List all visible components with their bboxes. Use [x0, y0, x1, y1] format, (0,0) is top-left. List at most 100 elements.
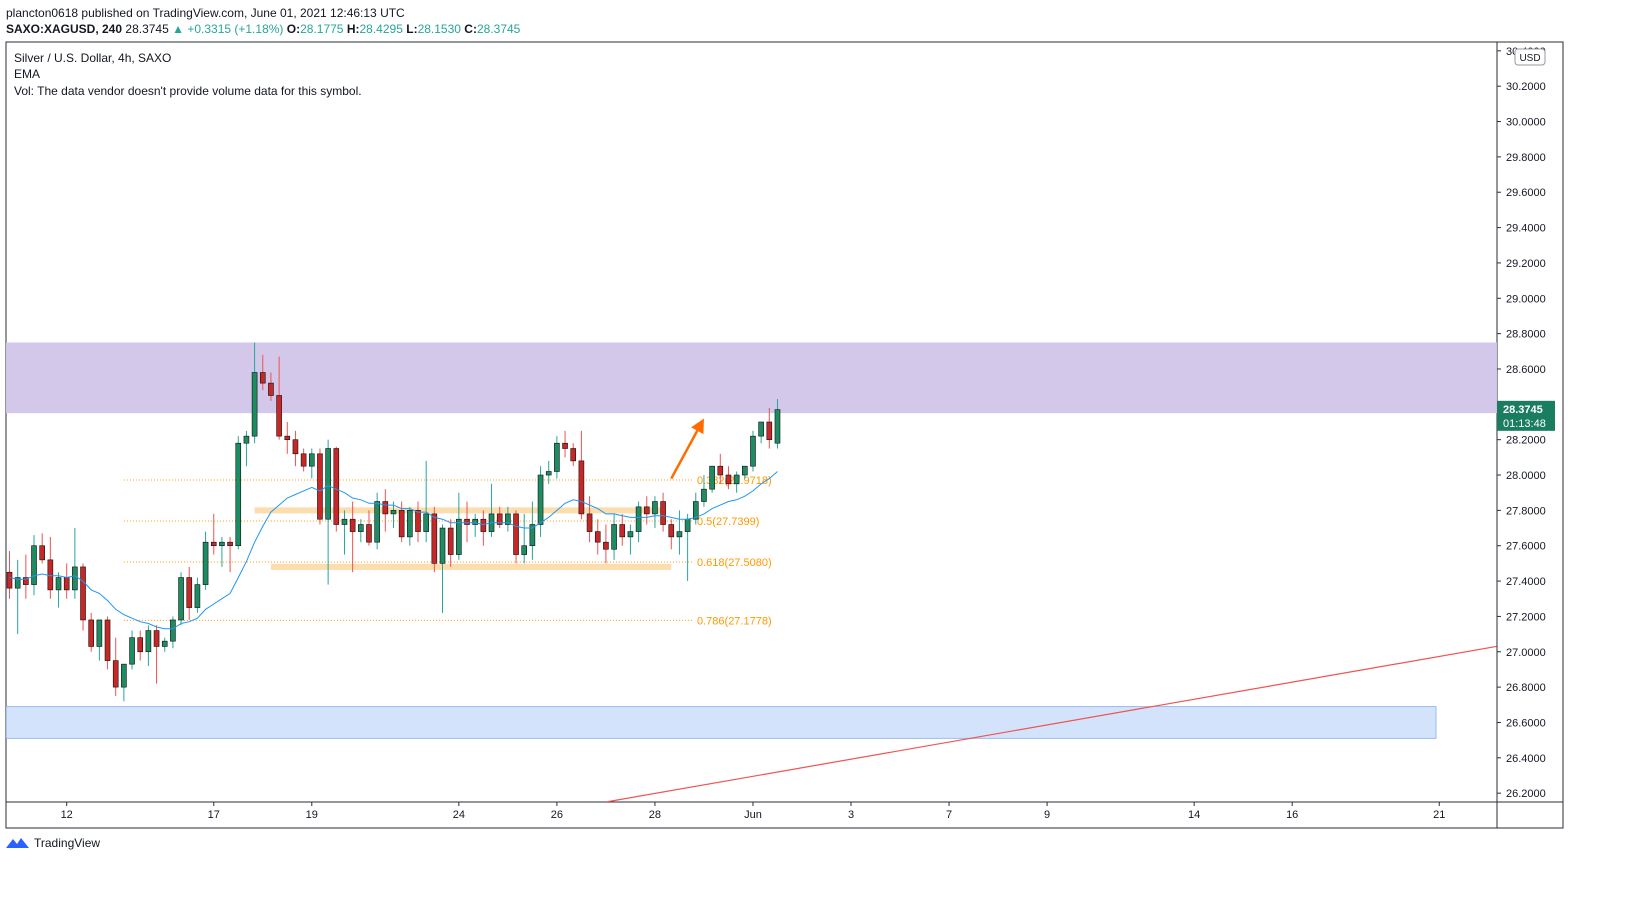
y-tick-label: 28.0000 — [1506, 470, 1546, 482]
candle-body — [259, 372, 266, 384]
legend-ema[interactable]: EMA — [14, 67, 41, 81]
close-value: 28.3745 — [476, 22, 521, 36]
footer-brand[interactable]: TradingView — [6, 836, 100, 850]
candle-body — [47, 559, 54, 591]
candle-body — [529, 524, 536, 547]
candle-body — [562, 442, 568, 449]
open-label: O: — [286, 22, 301, 36]
candle-body — [684, 518, 691, 532]
candle-body — [603, 541, 609, 550]
candle-body — [725, 474, 732, 485]
candle-body — [578, 460, 585, 515]
candle-body — [472, 518, 478, 525]
candle-body — [668, 524, 675, 538]
candle-body — [513, 513, 519, 555]
y-tick-label: 26.8000 — [1506, 682, 1546, 694]
x-tick-label: 21 — [1433, 809, 1445, 821]
candle-body — [521, 545, 528, 555]
candle-body — [643, 506, 650, 515]
candle-body — [758, 421, 764, 437]
candle-body — [96, 619, 103, 647]
ohlc-line: SAXO:XAGUSD, 240 28.3745 ▲ +0.3315 (+1.1… — [6, 22, 520, 36]
y-tick-label: 27.4000 — [1506, 576, 1546, 588]
support-zone — [6, 706, 1437, 739]
x-tick-label: 3 — [848, 809, 854, 821]
candle-body — [619, 524, 626, 538]
candle-body — [464, 518, 470, 525]
plot-area: 0.382(27.9718)0.5(27.7399)0.618(27.5080)… — [6, 342, 1497, 802]
candle-body — [186, 577, 193, 608]
close-label: C: — [464, 22, 477, 36]
candle-body — [292, 439, 299, 455]
candle-body — [480, 518, 487, 532]
candle-body — [243, 435, 250, 444]
candle-body — [586, 513, 593, 532]
y-tick-label: 28.2000 — [1506, 435, 1546, 447]
candle-body — [80, 566, 86, 621]
x-tick-label: 24 — [453, 809, 465, 821]
low-value: 28.1530 — [417, 22, 461, 36]
y-tick-label: 29.4000 — [1506, 223, 1546, 235]
arrow-shaft — [670, 430, 699, 480]
candle-body — [178, 577, 184, 621]
y-tick-label: 27.6000 — [1506, 541, 1546, 553]
y-tick-label: 27.0000 — [1506, 647, 1546, 659]
candle-body — [341, 518, 348, 525]
candle-body — [145, 630, 152, 653]
y-tick-label: 30.0000 — [1506, 117, 1546, 129]
candle-body — [333, 448, 340, 525]
ema-line — [9, 471, 778, 630]
y-tick-label: 29.8000 — [1506, 152, 1546, 164]
chart-frame — [5, 41, 1564, 829]
candle-body — [439, 527, 446, 564]
candle-body — [505, 513, 511, 525]
open-value: 28.1775 — [300, 22, 344, 36]
candle-body — [349, 518, 356, 532]
candle-body — [325, 448, 331, 520]
candle-body — [774, 409, 781, 444]
y-tick-label: 26.6000 — [1506, 717, 1546, 729]
tradingview-logo-icon — [6, 838, 29, 848]
y-tick-label: 27.8000 — [1506, 505, 1546, 517]
candle-body — [545, 471, 552, 476]
candle-body — [317, 453, 323, 520]
highlight-band-2 — [270, 563, 672, 570]
y-tick-label: 26.2000 — [1506, 788, 1546, 800]
x-tick-label: 7 — [946, 809, 952, 821]
y-tick-label: 26.4000 — [1506, 753, 1546, 765]
candle-body — [382, 501, 389, 515]
candle-body — [308, 453, 315, 467]
legend-title[interactable]: Silver / U.S. Dollar, 4h, SAXO — [14, 51, 172, 65]
candle-body — [170, 619, 176, 642]
price-change: ▲ +0.3315 (+1.18%) — [172, 22, 284, 36]
x-tick-label: Jun — [744, 809, 762, 821]
candle-body — [635, 506, 642, 532]
candle-body — [594, 531, 601, 543]
candle-body — [570, 448, 577, 462]
x-tick-label: 17 — [208, 809, 220, 821]
candle-body — [741, 465, 748, 476]
candle-body — [55, 577, 62, 591]
candle-body — [652, 501, 658, 515]
y-tick-label: 29.2000 — [1506, 258, 1546, 270]
high-value: 28.4295 — [359, 22, 403, 36]
candle-body — [121, 663, 127, 688]
candle-body — [733, 474, 740, 485]
candle-body — [63, 577, 70, 591]
legend-volume: Vol: The data vendor doesn't provide vol… — [14, 84, 362, 98]
candle-body — [701, 488, 707, 502]
candle-body — [423, 513, 429, 532]
trendline — [605, 645, 1497, 802]
candle-body — [431, 513, 438, 564]
y-tick-label: 28.6000 — [1506, 364, 1546, 376]
low-label: L: — [406, 22, 418, 36]
candle-body — [398, 510, 405, 538]
candle-body — [407, 510, 413, 538]
countdown-timer: 01:13:48 — [1503, 418, 1546, 430]
high-label: H: — [346, 22, 360, 36]
x-tick-label: 9 — [1044, 809, 1050, 821]
candle-body — [227, 541, 233, 547]
currency-badge — [1514, 48, 1546, 66]
fib-label-0.786: 0.786(27.1778) — [697, 615, 772, 627]
